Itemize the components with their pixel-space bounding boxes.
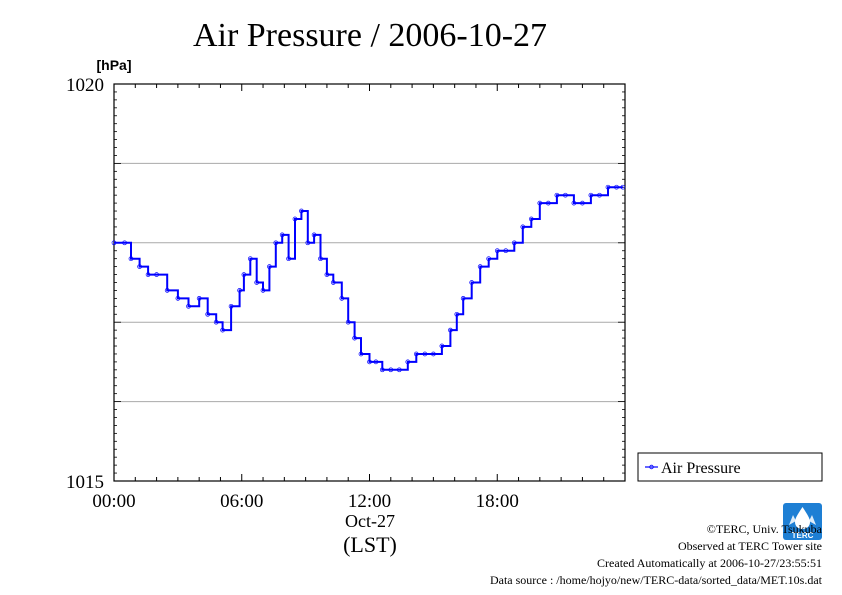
data-point (164, 288, 170, 293)
data-point (469, 280, 475, 285)
data-point (528, 216, 534, 222)
data-point (431, 351, 436, 357)
data-point (439, 343, 445, 349)
data-point (358, 351, 364, 357)
x-tick-labels: 00:00 06:00 12:00 18:00 (92, 491, 519, 512)
x-tick-label-18: 18:00 (476, 491, 519, 512)
data-point (388, 367, 394, 373)
y-axis-unit-label: [hPa] (97, 57, 132, 73)
data-point (352, 335, 357, 341)
data-point (373, 359, 379, 365)
data-point (260, 288, 266, 293)
mountain-left-icon (789, 515, 796, 525)
y-tick-label-max: 1020 (66, 75, 104, 96)
data-point (205, 311, 211, 317)
data-point (477, 264, 483, 269)
data-point (614, 184, 619, 190)
data-point (128, 256, 134, 262)
data-point (620, 184, 626, 190)
data-point (396, 367, 402, 373)
data-point (454, 311, 460, 317)
data-point (448, 327, 453, 333)
data-point (145, 272, 151, 277)
data-point (154, 272, 159, 277)
data-point (422, 351, 428, 357)
data-point (228, 303, 234, 309)
data-point (267, 264, 272, 269)
data-point (196, 296, 202, 301)
data-point (175, 296, 181, 301)
data-point (605, 184, 611, 190)
data-point (520, 224, 526, 230)
x-axis-label: (LST) (343, 532, 397, 557)
logo-text: TERC (792, 531, 814, 540)
air-pressure-series (111, 184, 626, 373)
x-tick-label-0: 00:00 (92, 491, 135, 512)
mountain-right-icon (809, 515, 816, 525)
data-point (460, 296, 466, 301)
data-point (367, 359, 372, 365)
axis-ticks (113, 83, 626, 482)
data-point (588, 192, 594, 198)
data-point (537, 200, 543, 206)
data-point (213, 319, 219, 325)
footer-copyright: ©TERC, Univ. Tsukuba (707, 522, 823, 536)
data-point (220, 327, 225, 333)
data-point (311, 232, 317, 238)
data-point (137, 264, 142, 269)
legend-box (637, 452, 823, 482)
data-point (111, 240, 117, 246)
data-point (305, 240, 311, 246)
data-point (580, 200, 585, 206)
data-point (597, 192, 602, 198)
data-point (299, 208, 304, 214)
data-point (324, 272, 330, 277)
data-point (330, 280, 336, 285)
chart-title: Air Pressure / 2006-10-27 (193, 17, 547, 54)
legend-marker-swatch (649, 464, 654, 470)
date-label: Oct-27 (345, 511, 395, 531)
footer-observed: Observed at TERC Tower site (678, 539, 822, 553)
series-line-0 (114, 186, 623, 371)
data-point (511, 240, 517, 246)
data-point (318, 256, 323, 262)
data-point (379, 367, 385, 373)
footer-created: Created Automatically at 2006-10-27/23:5… (597, 556, 822, 570)
data-point (286, 256, 291, 262)
data-point (339, 296, 345, 301)
data-point (247, 256, 253, 262)
data-point (413, 351, 419, 357)
legend: Air Pressure (637, 452, 823, 482)
plot-frame (113, 83, 626, 482)
terc-logo: TERC (783, 503, 822, 540)
data-point (405, 359, 411, 365)
data-point (494, 248, 500, 254)
legend-label: Air Pressure (661, 460, 741, 477)
data-point (122, 240, 127, 246)
data-point (345, 319, 351, 325)
data-point (486, 256, 492, 262)
data-point (237, 288, 242, 293)
y-tick-label-min: 1015 (66, 472, 104, 493)
x-tick-label-12: 12:00 (348, 491, 391, 512)
data-point (503, 248, 509, 254)
footer-source: Data source : /home/hojyo/new/TERC-data/… (490, 573, 823, 587)
data-point (554, 192, 560, 198)
data-point (279, 232, 285, 238)
data-point (254, 280, 260, 285)
data-point (292, 216, 298, 222)
data-point (571, 200, 577, 206)
data-point (563, 192, 568, 198)
x-tick-label-6: 06:00 (220, 491, 263, 512)
gridlines (114, 162, 625, 403)
data-point (273, 240, 279, 246)
water-drop-icon (795, 507, 810, 529)
data-point (241, 272, 247, 277)
data-point (186, 303, 191, 309)
data-point (545, 200, 551, 206)
